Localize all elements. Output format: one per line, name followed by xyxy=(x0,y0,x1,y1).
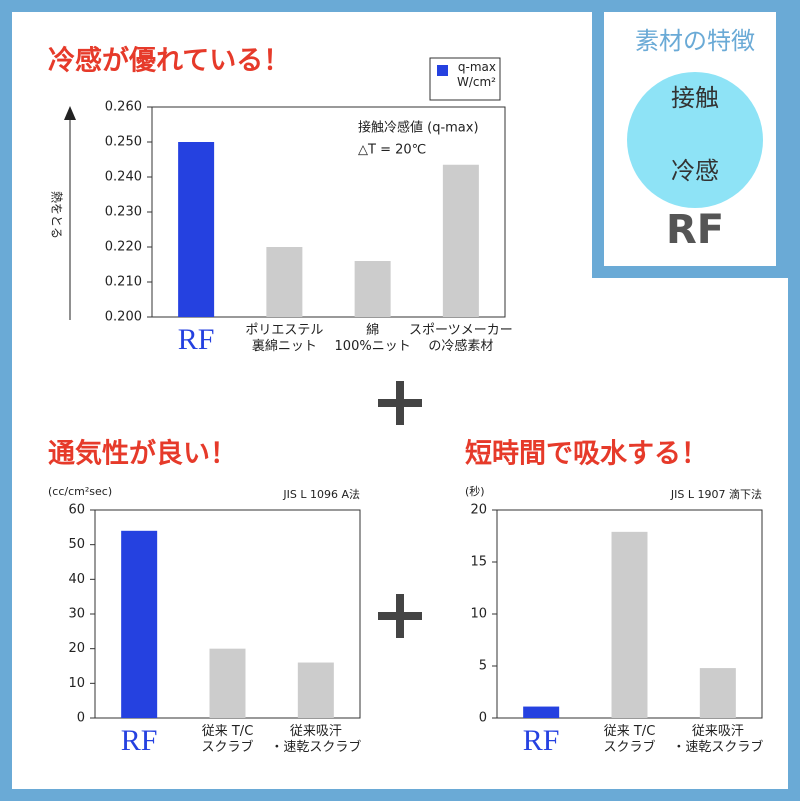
y-unit: (秒) xyxy=(465,484,485,498)
y-tick-label: 15 xyxy=(470,555,487,570)
bar xyxy=(611,531,648,718)
legend-label: q-max W/cm² xyxy=(456,60,496,89)
x-tick-label: RF xyxy=(522,724,560,757)
y-tick-label: 0.210 xyxy=(105,275,142,290)
x-tick-label: 従来 T/C スクラブ xyxy=(603,724,656,755)
plus-sign xyxy=(396,381,404,425)
method-note: JIS L 1096 A法 xyxy=(282,487,360,501)
plus-sign xyxy=(396,594,404,638)
y-tick-label: 0.260 xyxy=(105,100,142,115)
badge-circle-top: 接触 xyxy=(671,84,719,112)
y-tick-label: 40 xyxy=(68,572,85,587)
x-tick-label: 従来吸汗 ・速乾スクラブ xyxy=(270,724,362,755)
chart-title: 通気性が良い！ xyxy=(48,438,237,470)
y-tick-label: 0.230 xyxy=(105,205,142,220)
y-tick-label: 0.220 xyxy=(105,240,142,255)
badge-heading: 素材の特徴 xyxy=(635,27,755,55)
y-unit: (cc/cm²sec) xyxy=(48,485,112,498)
chart-title: 冷感が優れている！ xyxy=(48,45,290,77)
y-tick-label: 0 xyxy=(77,711,85,726)
bar xyxy=(699,668,736,718)
legend-swatch xyxy=(437,65,448,76)
y-tick-label: 0.250 xyxy=(105,135,142,150)
bar xyxy=(121,530,158,718)
bar xyxy=(523,706,560,718)
x-tick-label: 従来 T/C スクラブ xyxy=(201,724,254,755)
y-tick-label: 20 xyxy=(470,503,487,518)
bar xyxy=(354,261,391,317)
bar xyxy=(297,662,334,718)
y-tick-label: 5 xyxy=(479,659,487,674)
y-arrow-head xyxy=(64,106,76,120)
bar xyxy=(209,648,246,718)
bar xyxy=(442,164,479,317)
y-tick-label: 60 xyxy=(68,503,85,518)
badge-circle-bottom: 冷感 xyxy=(671,157,719,185)
y-tick-label: 0 xyxy=(479,711,487,726)
x-tick-label: RF xyxy=(177,323,215,356)
x-tick-label: RF xyxy=(120,724,158,757)
x-tick-label: 従来吸汗 ・速乾スクラブ xyxy=(672,724,764,755)
y-tick-label: 30 xyxy=(68,607,85,622)
x-tick-label: 綿 100%ニット xyxy=(334,323,411,354)
y-tick-label: 10 xyxy=(68,676,85,691)
x-tick-label: スポーツメーカー の冷感素材 xyxy=(409,323,513,354)
x-tick-label: ポリエステル 裏綿ニット xyxy=(245,323,324,354)
badge-label: RF xyxy=(666,207,724,253)
y-tick-label: 20 xyxy=(68,641,85,656)
y-tick-label: 0.240 xyxy=(105,170,142,185)
annotation: △T = 20℃ xyxy=(358,143,426,158)
badge-circle xyxy=(627,72,763,208)
y-tick-label: 0.200 xyxy=(105,310,142,325)
y-axis-label: 熱をとる xyxy=(50,191,64,239)
y-tick-label: 10 xyxy=(470,607,487,622)
bar xyxy=(178,142,215,317)
annotation: 接触冷感値 (q-max) xyxy=(358,120,479,136)
y-tick-label: 50 xyxy=(68,537,85,552)
method-note: JIS L 1907 滴下法 xyxy=(670,487,762,501)
bar xyxy=(266,247,303,317)
chart-title: 短時間で吸水する！ xyxy=(465,439,708,470)
